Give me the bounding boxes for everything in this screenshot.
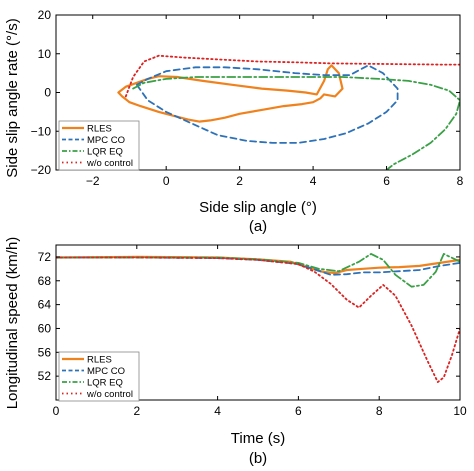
chart-b-plot-frame bbox=[55, 244, 461, 401]
chart-a-ylabel: Side slip angle rate (°/s) bbox=[4, 18, 21, 177]
chart-a-legend-label-1: MPC CO bbox=[87, 135, 125, 146]
chart-a-ytick-label-1: 10 bbox=[38, 47, 52, 61]
chart-a-series-line-0 bbox=[117, 64, 344, 123]
chart-b-ytick-label-5: 52 bbox=[38, 369, 52, 383]
chart-a-xlabel: Side slip angle (°) bbox=[199, 199, 317, 216]
chart-b-caption: (b) bbox=[249, 450, 267, 467]
chart-b-xtick-label-1: 2 bbox=[133, 404, 140, 418]
chart-a-xtick-label-4: 6 bbox=[383, 174, 390, 188]
chart-a-xtick-label-2: 2 bbox=[236, 174, 243, 188]
chart-b-legend-label-3: w/o control bbox=[86, 389, 133, 400]
chart-a-series-line-2 bbox=[132, 76, 460, 170]
chart-b-xtick-label-3: 6 bbox=[295, 404, 302, 418]
chart-b-ytick-label-4: 56 bbox=[38, 345, 52, 359]
chart-a-ytick-label-4: −20 bbox=[31, 163, 52, 177]
chart-a-ytick-label-2: 0 bbox=[44, 86, 51, 100]
chart-a-series-layer bbox=[117, 54, 460, 170]
chart-a-caption: (a) bbox=[249, 218, 267, 235]
chart-a-xtick-label-5: 8 bbox=[457, 174, 464, 188]
chart-a-ytick-label-3: −10 bbox=[31, 124, 52, 138]
chart-a-xtick-label-1: 0 bbox=[163, 174, 170, 188]
chart-a-legend-label-3: w/o control bbox=[86, 158, 133, 169]
chart-b-series-line-3 bbox=[56, 256, 460, 384]
chart-b-ytick-label-1: 68 bbox=[38, 274, 52, 288]
chart-a-series-line-3 bbox=[124, 54, 460, 98]
chart-a-ytick-label-0: 20 bbox=[38, 8, 52, 22]
chart-b-legend-label-2: LQR EQ bbox=[87, 378, 123, 389]
chart-b-series-layer bbox=[56, 252, 460, 384]
chart-a-legend-label-0: RLES bbox=[87, 124, 112, 135]
chart-b-ytick-label-2: 64 bbox=[38, 298, 52, 312]
chart-b-legend-label-0: RLES bbox=[87, 355, 112, 366]
chart-b-xtick-label-0: 0 bbox=[53, 404, 60, 418]
chart-b-xlabel: Time (s) bbox=[231, 430, 285, 447]
chart-a-series-line-1 bbox=[135, 64, 399, 144]
chart-b-ylabel: Longitudinal speed (km/h) bbox=[4, 237, 21, 410]
chart-a-xtick-label-3: 4 bbox=[310, 174, 317, 188]
chart-b-xtick-label-5: 10 bbox=[453, 404, 467, 418]
chart-b-ytick-label-0: 72 bbox=[38, 250, 52, 264]
chart-b-legend-label-1: MPC CO bbox=[87, 366, 125, 377]
chart-b-xtick-label-2: 4 bbox=[214, 404, 221, 418]
chart-b-series-line-1 bbox=[56, 256, 460, 276]
chart-a-xtick-label-0: −2 bbox=[86, 174, 100, 188]
chart-b-ytick-label-3: 60 bbox=[38, 321, 52, 335]
chart-a-legend-label-2: LQR EQ bbox=[87, 147, 123, 158]
chart-b-xtick-label-4: 8 bbox=[376, 404, 383, 418]
